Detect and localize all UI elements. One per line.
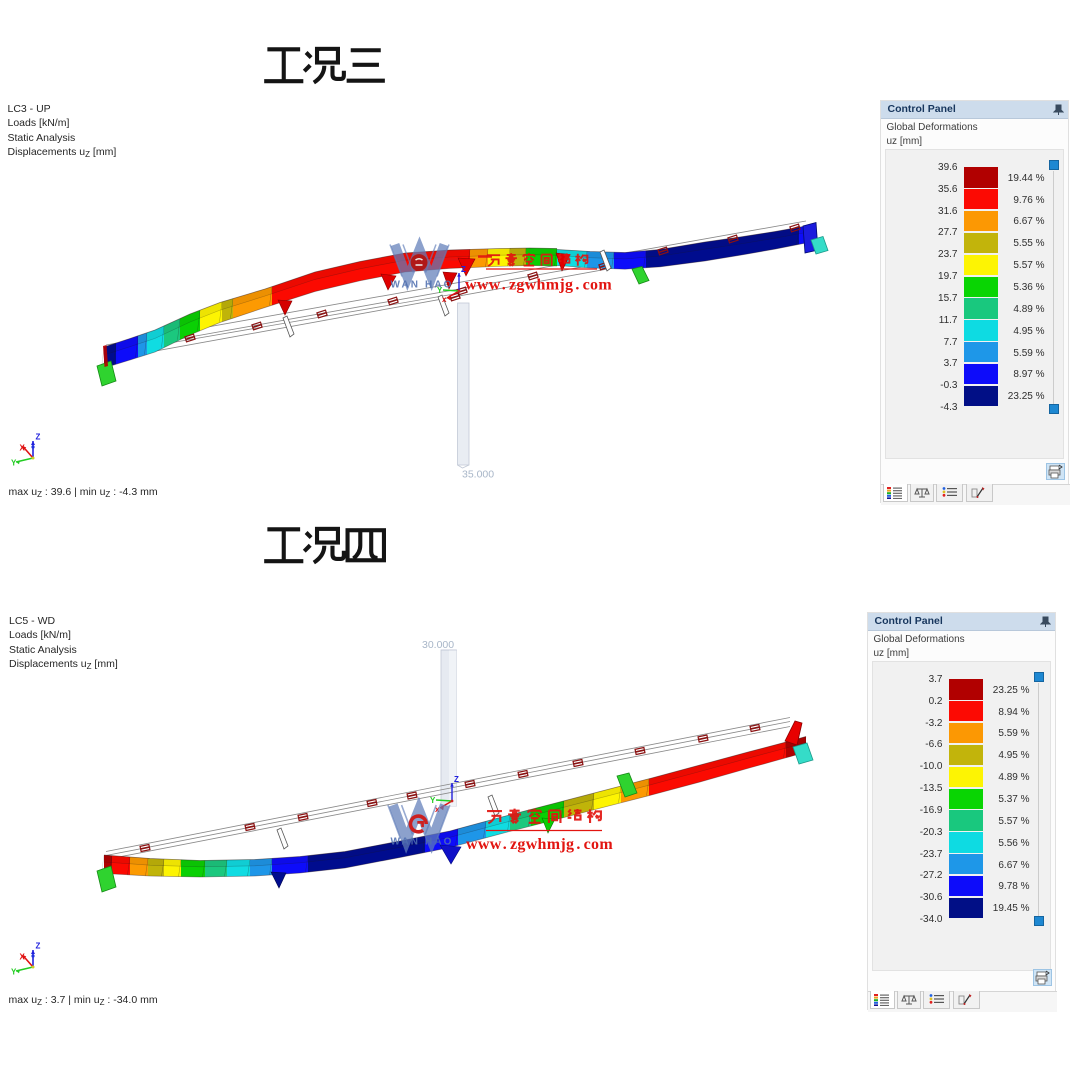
svg-text:Z: Z (36, 942, 41, 951)
svg-text:WAN HAO: WAN HAO (391, 280, 454, 291)
svg-text:Y: Y (437, 286, 443, 295)
svg-text:X: X (20, 444, 26, 453)
svg-text:x: x (435, 805, 440, 814)
svg-text:30.000: 30.000 (422, 639, 454, 651)
svg-text:35.000: 35.000 (462, 469, 494, 481)
svg-text:Y: Y (11, 459, 17, 468)
svg-text:Y: Y (11, 968, 17, 977)
svg-text:www.zgwhmjg.com: www. zgwhmjg. com (466, 836, 613, 853)
svg-text:Z: Z (36, 433, 41, 442)
svg-text:X: X (20, 953, 26, 962)
svg-text:WAN HAO: WAN HAO (391, 837, 454, 848)
svg-text:Z: Z (461, 265, 466, 274)
svg-text:Z: Z (454, 775, 459, 784)
svg-text:x: x (442, 295, 447, 304)
svg-text:www.zgwhmjg.com: www. zgwhmjg. com (465, 277, 612, 294)
svg-text:Y: Y (430, 796, 436, 805)
